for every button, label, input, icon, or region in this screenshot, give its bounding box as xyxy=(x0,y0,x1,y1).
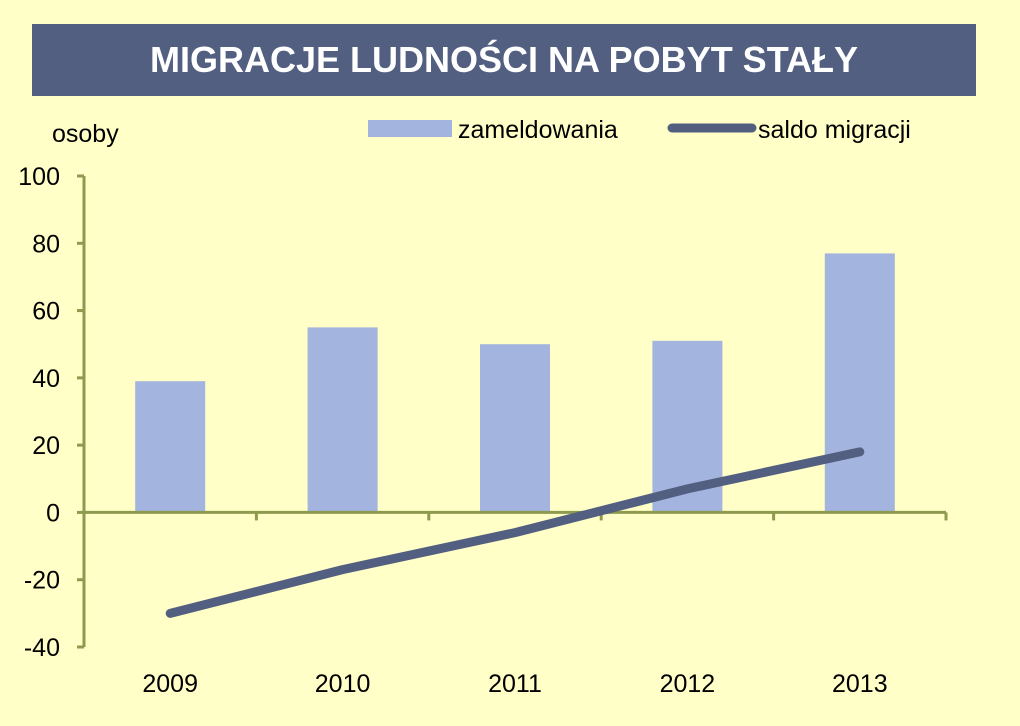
y-tick-label-40: 40 xyxy=(32,365,60,393)
bar-zameldowania-2013 xyxy=(824,253,895,513)
legend-swatch-zameldowania xyxy=(368,120,452,137)
axes-layer xyxy=(77,174,948,649)
line-layer xyxy=(165,447,865,618)
labels-layer: 100 80 60 40 20 0 -20 -40 2009 2010 2011 2012 2013 xyxy=(18,163,887,698)
y-tick-label-60: 60 xyxy=(32,298,60,326)
legend: zameldowania saldo migracji xyxy=(368,116,911,144)
y-tick-label-20: 20 xyxy=(32,432,60,460)
y-tick-label-100: 100 xyxy=(18,163,60,191)
x-tick-label-2011: 2011 xyxy=(488,670,542,698)
y-tick-label--40: -40 xyxy=(24,634,60,662)
bar-zameldowania-2011 xyxy=(480,344,550,513)
chart-title: MIGRACJE LUDNOŚCI NA POBYT STAŁY xyxy=(149,39,859,80)
legend-label-zameldowania: zameldowania xyxy=(458,116,618,144)
y-tick-label-80: 80 xyxy=(32,230,60,258)
y-tick-label-0: 0 xyxy=(46,499,60,527)
bar-zameldowania-2010 xyxy=(307,327,378,513)
x-tick-label-2010: 2010 xyxy=(315,670,371,698)
chart-title-bar: MIGRACJE LUDNOŚCI NA POBYT STAŁY xyxy=(32,24,976,96)
x-tick-label-2009: 2009 xyxy=(142,670,198,698)
x-tick-label-2012: 2012 xyxy=(660,670,716,698)
x-tick-label-2013: 2013 xyxy=(832,670,888,698)
bar-zameldowania-2009 xyxy=(135,381,206,513)
bars-layer xyxy=(135,253,895,513)
legend-label-saldo-migracji: saldo migracji xyxy=(758,116,911,144)
y-axis-label: osoby xyxy=(52,120,119,148)
y-tick-label--20: -20 xyxy=(24,567,60,595)
